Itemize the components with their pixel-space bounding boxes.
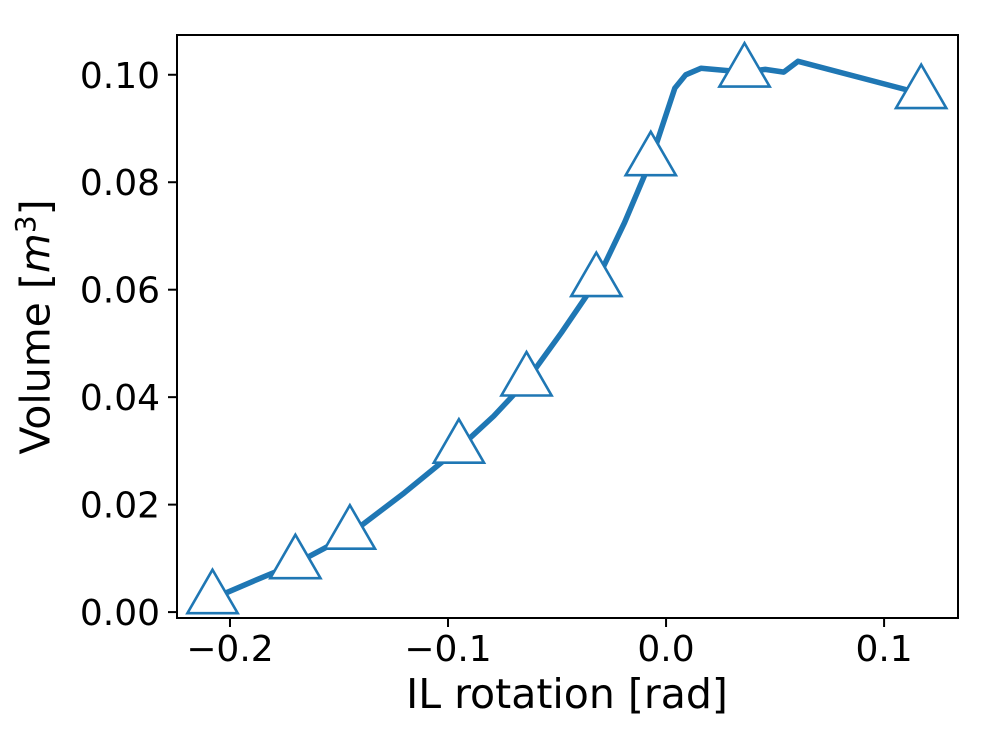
y-axis-label: Volume [m3] [9,199,60,455]
data-point-marker [185,567,240,615]
data-point-marker [499,349,554,397]
y-axis-unit-symbol: m [11,233,60,274]
x-axis-label: IL rotation [rad] [406,670,728,718]
data-point-marker [623,129,679,177]
data-point-marker [431,416,487,464]
y-axis-unit-exponent: 3 [8,215,42,234]
y-tick-label: 0.02 [80,486,160,527]
y-axis-label-suffix: ] [11,199,60,216]
y-axis-label-prefix: Volume [ [11,273,60,455]
data-point-marker [322,502,378,550]
y-tick-label: 0.00 [80,593,160,634]
y-tick-label: 0.10 [80,56,160,97]
x-tick-label: −0.2 [186,629,273,670]
y-tick-label: 0.06 [80,271,160,312]
y-tick-label: 0.04 [80,378,160,419]
x-tick-label: 0.0 [637,629,694,670]
data-point-marker [893,62,949,110]
data-point-marker [717,40,772,88]
y-tick-label: 0.08 [80,163,160,204]
data-point-marker [268,532,323,580]
x-tick-label: −0.1 [404,629,491,670]
data-point-marker [568,249,624,298]
x-tick-label: 0.1 [855,629,912,670]
